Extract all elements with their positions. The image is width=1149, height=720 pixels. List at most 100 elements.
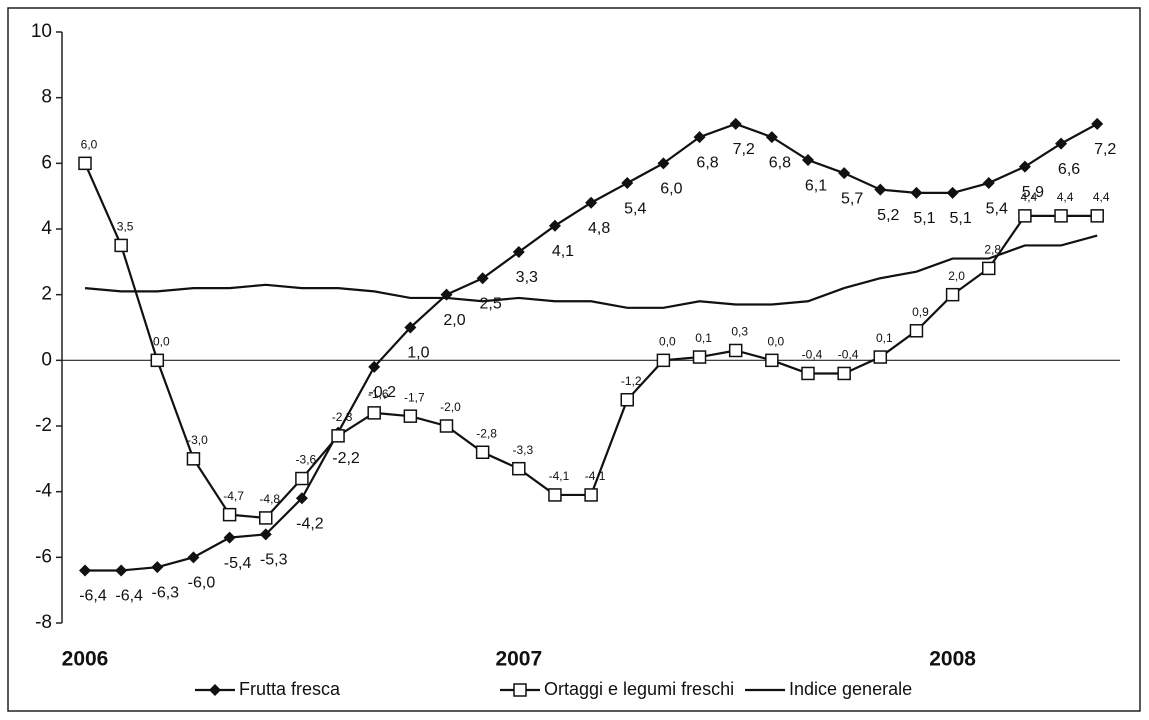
data-label: 6,0: [660, 181, 682, 198]
data-label: 4,8: [588, 220, 610, 237]
data-label: 2,8: [984, 243, 1001, 257]
data-label: 0,1: [876, 331, 893, 345]
point: [259, 528, 272, 541]
x-tick-label: 2006: [62, 648, 109, 671]
data-label: 0,0: [768, 335, 785, 349]
data-label: 7,2: [1094, 141, 1116, 158]
data-label: 6,8: [769, 154, 791, 171]
data-label: -2,3: [332, 410, 353, 424]
point: [837, 366, 851, 381]
point: [874, 183, 887, 196]
point: [368, 360, 381, 373]
point: [620, 392, 634, 407]
data-label: -1,6: [368, 387, 389, 401]
point: [873, 350, 888, 364]
data-label: -1,7: [404, 390, 425, 404]
point: [982, 177, 995, 190]
point: [656, 353, 671, 368]
point: [150, 353, 165, 368]
point: [657, 157, 670, 170]
point: [1018, 209, 1032, 223]
data-label: 5,7: [841, 190, 863, 207]
data-label: -0,4: [838, 348, 859, 362]
data-label: -2,2: [332, 450, 360, 467]
point: [946, 186, 959, 199]
data-label: -2,8: [476, 426, 497, 440]
point: [187, 551, 200, 564]
point: [367, 406, 381, 420]
y-tick-label: 4: [41, 218, 52, 239]
data-label: -4,2: [296, 515, 324, 532]
data-label: 0,0: [153, 335, 170, 349]
data-label: -4,1: [549, 469, 570, 483]
legend-label: Indice generale: [789, 679, 912, 699]
data-label: -0,4: [802, 348, 823, 362]
data-label: 1,0: [407, 345, 429, 362]
y-tick-label: 0: [41, 349, 52, 370]
data-label: 2,5: [480, 295, 502, 312]
data-label: 7,2: [733, 141, 755, 158]
point: [186, 452, 201, 466]
point: [548, 219, 561, 232]
point: [223, 531, 236, 544]
data-label: 4,4: [1093, 190, 1110, 204]
y-tick-label: 2: [41, 284, 52, 305]
point: [692, 350, 707, 364]
point: [1055, 137, 1068, 150]
data-label: 6,1: [805, 177, 827, 194]
point: [585, 196, 598, 209]
point: [945, 287, 960, 302]
legend-label: Frutta fresca: [239, 679, 341, 699]
point: [512, 461, 526, 476]
data-label: 4,1: [552, 243, 574, 260]
data-label: -3,3: [512, 443, 533, 457]
y-tick-label: -2: [35, 415, 52, 436]
point: [982, 261, 996, 276]
data-label: 0,3: [731, 325, 748, 339]
point: [801, 366, 815, 381]
point: [693, 131, 706, 144]
legend-label: Ortaggi e legumi freschi: [544, 679, 734, 699]
point: [403, 409, 418, 423]
data-label: 0,0: [659, 335, 676, 349]
x-tick-label: 2008: [929, 648, 976, 671]
point: [475, 445, 490, 460]
y-tick-label: 6: [41, 152, 52, 173]
series-line: [84, 234, 1098, 309]
y-tick-label: -8: [35, 612, 52, 633]
data-label: 6,8: [696, 154, 718, 171]
point: [78, 156, 92, 171]
data-label: 6,0: [81, 138, 98, 152]
point: [621, 177, 634, 190]
data-label: 0,1: [695, 331, 712, 345]
chart-frame: [7, 7, 1141, 712]
point: [151, 561, 164, 574]
y-tick-label: -4: [35, 481, 52, 502]
data-label: -5,4: [224, 555, 252, 572]
data-label: 3,3: [516, 269, 538, 286]
data-label: 4,4: [1021, 190, 1038, 204]
y-tick-label: 10: [31, 21, 52, 42]
point: [295, 492, 308, 505]
point: [1018, 160, 1031, 173]
data-label: -6,4: [79, 588, 107, 605]
point: [584, 488, 598, 502]
data-label: 5,1: [913, 210, 935, 227]
data-label: 3,5: [117, 220, 134, 234]
point: [729, 117, 742, 130]
y-tick-label: 8: [41, 87, 52, 108]
point: [222, 507, 237, 522]
point: [910, 186, 923, 199]
data-label: 5,4: [624, 200, 646, 217]
point: [476, 272, 489, 285]
data-label: -1,2: [621, 374, 642, 388]
data-label: 2,0: [443, 312, 465, 329]
data-label: 4,4: [1057, 190, 1074, 204]
point: [1091, 117, 1104, 130]
point: [1090, 209, 1104, 223]
legend-marker: [209, 684, 221, 696]
point: [802, 154, 814, 167]
data-label: -4,7: [223, 489, 244, 503]
point: [512, 245, 525, 258]
